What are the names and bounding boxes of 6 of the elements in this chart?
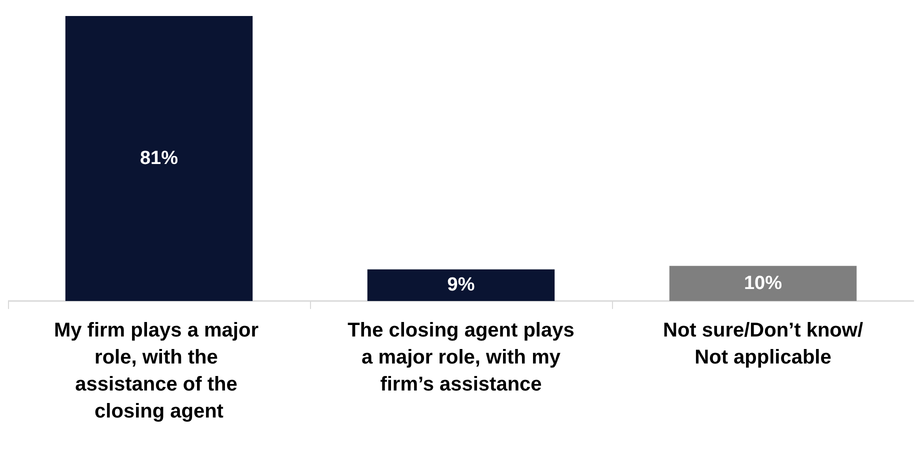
x-tick-label: Not sure/Don’t know/Not applicable [663,320,864,368]
data-label: 10% [744,272,782,294]
x-tick-label: The closing agent plays a major role, with my firm’s assistance [348,320,574,396]
data-label: 9% [447,274,475,296]
data-label: 81% [140,148,178,169]
x-tick-label: My firm plays a major role, with the assistance of the closing agent [54,320,264,422]
